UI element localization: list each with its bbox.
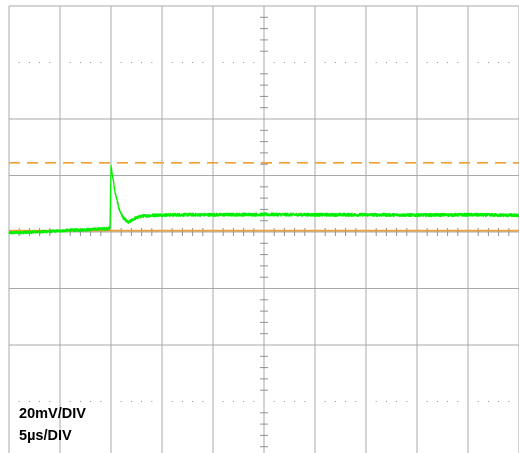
grid-dot bbox=[436, 62, 438, 63]
grid-dot bbox=[202, 401, 204, 402]
signal-trace bbox=[8, 164, 519, 235]
grid-dot bbox=[18, 62, 20, 63]
grid-dot bbox=[447, 62, 449, 63]
grid-dot bbox=[141, 401, 143, 402]
grid-dot bbox=[345, 62, 347, 63]
grid-dot bbox=[28, 62, 30, 63]
grid-dot bbox=[253, 401, 255, 402]
grid-dot bbox=[49, 401, 51, 402]
grid-dot bbox=[49, 62, 51, 63]
volts-per-div-label: 20mV/DIV bbox=[19, 406, 86, 422]
grid-dot bbox=[508, 401, 510, 402]
grid-dot bbox=[79, 401, 81, 402]
grid-dot bbox=[39, 401, 41, 402]
grid-dot bbox=[151, 401, 153, 402]
grid-dot bbox=[39, 62, 41, 63]
grid-dot bbox=[396, 401, 398, 402]
reference-levels bbox=[9, 161, 519, 232]
grid-dot bbox=[18, 401, 20, 402]
grid-dot bbox=[28, 401, 30, 402]
grid-dot bbox=[232, 401, 234, 402]
grid-dot bbox=[171, 401, 173, 402]
grid-dot bbox=[498, 62, 500, 63]
grid-dot bbox=[304, 401, 306, 402]
grid-dot bbox=[69, 62, 71, 63]
grid-dot bbox=[253, 62, 255, 63]
graticule-grid bbox=[8, 5, 519, 453]
grid-dot bbox=[436, 401, 438, 402]
grid-dot bbox=[90, 62, 92, 63]
grid-dot bbox=[181, 62, 183, 63]
grid-dot bbox=[324, 401, 326, 402]
grid-dot bbox=[355, 401, 357, 402]
grid-dot bbox=[232, 62, 234, 63]
time-per-div-label: 5µs/DIV bbox=[19, 428, 72, 444]
grid-dot bbox=[487, 62, 489, 63]
grid-dot bbox=[375, 62, 377, 63]
grid-dot bbox=[283, 62, 285, 63]
grid-dot bbox=[222, 401, 224, 402]
grid-dot bbox=[90, 401, 92, 402]
grid-dot bbox=[447, 401, 449, 402]
grid-dot bbox=[192, 62, 194, 63]
grid-dot bbox=[477, 401, 479, 402]
grid-dot bbox=[294, 401, 296, 402]
grid-dot bbox=[100, 401, 102, 402]
signal-trace-layer bbox=[8, 164, 519, 235]
grid-dot bbox=[477, 62, 479, 63]
grid-dot bbox=[79, 62, 81, 63]
grid-dot bbox=[100, 62, 102, 63]
grid-dot bbox=[334, 401, 336, 402]
grid-dot bbox=[324, 62, 326, 63]
grid-dot bbox=[181, 401, 183, 402]
grid-dot bbox=[498, 401, 500, 402]
grid-dot bbox=[385, 401, 387, 402]
grid-dot bbox=[457, 401, 459, 402]
grid-dot bbox=[69, 401, 71, 402]
grid-dot bbox=[375, 401, 377, 402]
grid-dot bbox=[151, 62, 153, 63]
grid-dot bbox=[202, 62, 204, 63]
grid-dot bbox=[243, 401, 245, 402]
grid-dot bbox=[457, 62, 459, 63]
grid-dot bbox=[487, 401, 489, 402]
grid-dot bbox=[334, 62, 336, 63]
grid-dot bbox=[130, 62, 132, 63]
grid-dot bbox=[426, 401, 428, 402]
grid-dot bbox=[141, 62, 143, 63]
grid-dot bbox=[355, 62, 357, 63]
grid-dot bbox=[120, 401, 122, 402]
grid-dot bbox=[192, 401, 194, 402]
grid-dot bbox=[304, 62, 306, 63]
grid-dot bbox=[222, 62, 224, 63]
grid-dot bbox=[406, 401, 408, 402]
grid-dot bbox=[243, 62, 245, 63]
grid-dot bbox=[426, 62, 428, 63]
grid-dot bbox=[273, 62, 275, 63]
grid-dot bbox=[406, 62, 408, 63]
grid-dot bbox=[273, 401, 275, 402]
grid-dot bbox=[294, 62, 296, 63]
grid-dot bbox=[508, 62, 510, 63]
grid-dot bbox=[130, 401, 132, 402]
grid-dot bbox=[385, 62, 387, 63]
grid-dot bbox=[120, 62, 122, 63]
grid-dot bbox=[396, 62, 398, 63]
grid-dot bbox=[345, 401, 347, 402]
grid-dot bbox=[283, 401, 285, 402]
grid-dot bbox=[171, 62, 173, 63]
